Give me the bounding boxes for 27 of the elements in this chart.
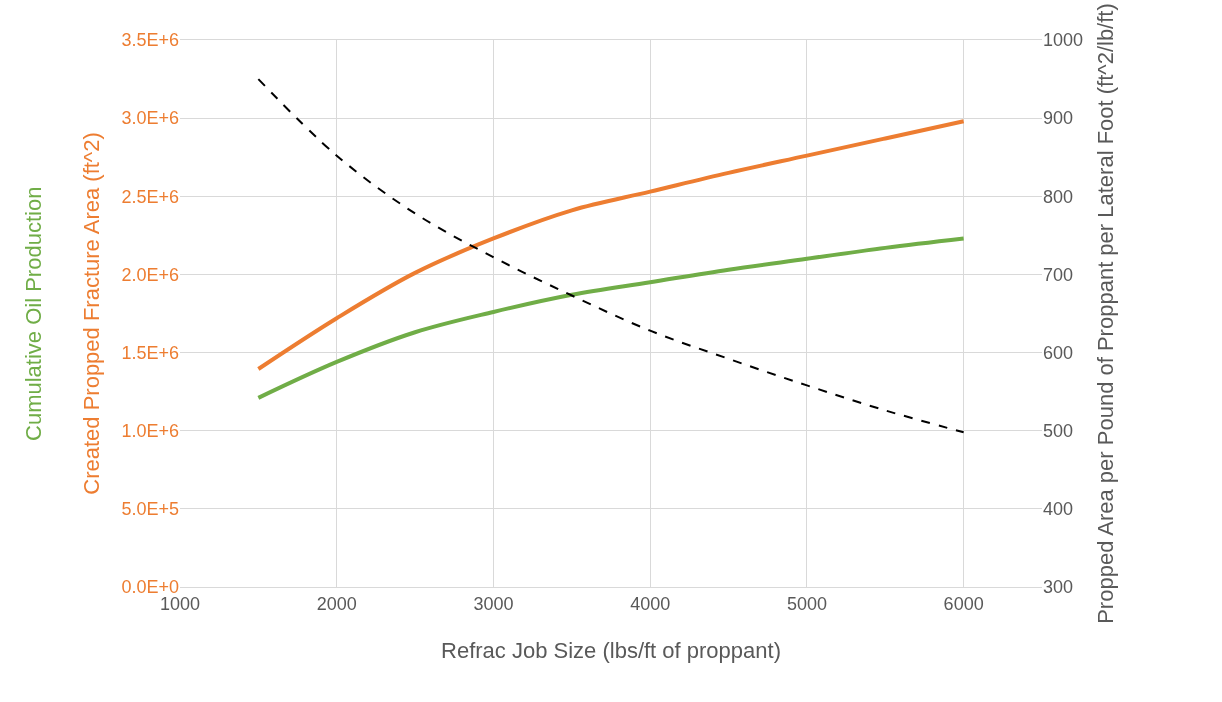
x-tick-label: 4000 <box>630 593 671 614</box>
y-axis-title: Created Propped Fracture Area (ft^2) <box>79 132 105 495</box>
y2-tick-label: 600 <box>1043 342 1074 363</box>
y2-axis-title: Propped Area per Pound of Proppant per Lateral Foot (ft^2/lb/ft) <box>1092 3 1118 624</box>
x-tick-label: 5000 <box>786 593 827 614</box>
y-tick-label: 1.0E+6 <box>121 421 179 442</box>
y2-tick-label: 1000 <box>1043 30 1084 51</box>
y-tick-label: 2.5E+6 <box>121 186 179 207</box>
line-series <box>256 119 966 371</box>
y-tick-label: 2.0E+6 <box>121 264 179 285</box>
x-tick-label: 3000 <box>473 593 514 614</box>
y2-tick-label: 500 <box>1043 421 1074 442</box>
x-tick-label: 6000 <box>943 593 984 614</box>
y-tick-label: 3.5E+6 <box>121 30 179 51</box>
y-tick-label: 5.0E+5 <box>121 499 179 520</box>
y2-tick-label: 800 <box>1043 186 1074 207</box>
line-series <box>257 78 965 434</box>
x-tick-label: 2000 <box>316 593 357 614</box>
line-series <box>256 236 966 400</box>
y-tick-label: 3.0E+6 <box>121 108 179 129</box>
text: Cumulative Oil Production <box>20 186 46 441</box>
y2-tick-label: 900 <box>1043 108 1074 129</box>
y2-tick-label: 300 <box>1043 577 1074 598</box>
y2-tick-label: 700 <box>1043 264 1074 285</box>
x-axis-title: Refrac Job Size (lbs/ft of proppant) <box>441 638 781 664</box>
y2-tick-label: 400 <box>1043 499 1074 520</box>
y-tick-label: 1.5E+6 <box>121 342 179 363</box>
